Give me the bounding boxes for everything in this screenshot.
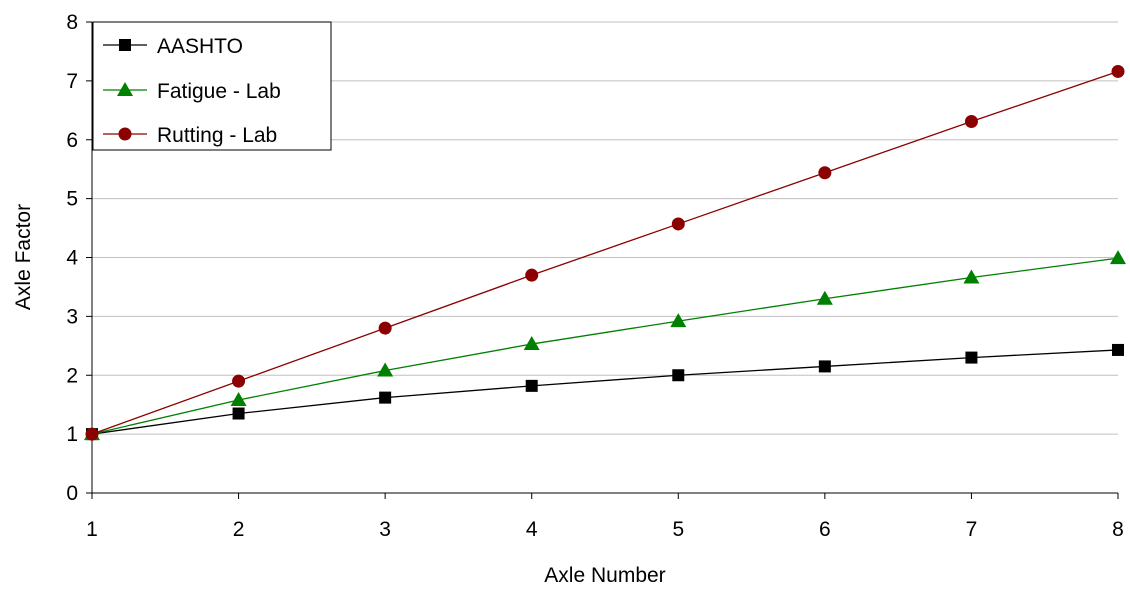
x-tick-labels: 1 2 3 4 5 6 7 8 (86, 518, 1124, 541)
x-tick-label: 7 (966, 518, 978, 541)
x-axis-title: Axle Number (544, 564, 665, 587)
y-tick-labels: 0 1 2 3 4 5 6 7 8 (66, 11, 78, 505)
data-point-circle (1112, 65, 1125, 78)
x-tick-label: 8 (1112, 518, 1124, 541)
legend-marker-circle (119, 128, 132, 141)
y-tick-label: 0 (66, 482, 78, 505)
legend-label-rutting: Rutting - Lab (157, 124, 277, 147)
y-tick-label: 2 (66, 364, 78, 387)
x-tick-label: 6 (819, 518, 831, 541)
legend: AASHTO Fatigue - Lab Rutting - Lab (93, 22, 331, 150)
data-point-circle (525, 269, 538, 282)
data-point-square (965, 352, 977, 364)
y-axis-title: Axle Factor (12, 204, 35, 310)
y-tick-label: 6 (66, 129, 78, 152)
data-point-circle (672, 217, 685, 230)
legend-label-aashto: AASHTO (157, 35, 243, 58)
x-tick-label: 2 (233, 518, 245, 541)
x-tick-label: 1 (86, 518, 98, 541)
legend-label-fatigue: Fatigue - Lab (157, 80, 281, 103)
data-point-circle (379, 322, 392, 335)
legend-marker-square (119, 39, 131, 51)
x-tick-label: 3 (379, 518, 391, 541)
y-tick-label: 1 (66, 423, 78, 446)
data-point-square (672, 369, 684, 381)
data-point-square (379, 392, 391, 404)
data-point-circle (965, 115, 978, 128)
data-point-square (819, 360, 831, 372)
data-point-circle (232, 375, 245, 388)
data-point-circle (818, 166, 831, 179)
y-tick-label: 3 (66, 305, 78, 328)
data-point-square (233, 408, 245, 420)
series-line-1 (92, 258, 1118, 434)
y-tick-label: 5 (66, 188, 78, 211)
data-point-square (1112, 344, 1124, 356)
series-line-0 (92, 350, 1118, 434)
y-tick-label: 8 (66, 11, 78, 34)
y-tick-label: 4 (66, 247, 78, 270)
data-point-square (526, 380, 538, 392)
x-tick-label: 4 (526, 518, 538, 541)
y-tick-label: 7 (66, 70, 78, 93)
data-point-circle (86, 428, 99, 441)
x-tick-label: 5 (672, 518, 684, 541)
